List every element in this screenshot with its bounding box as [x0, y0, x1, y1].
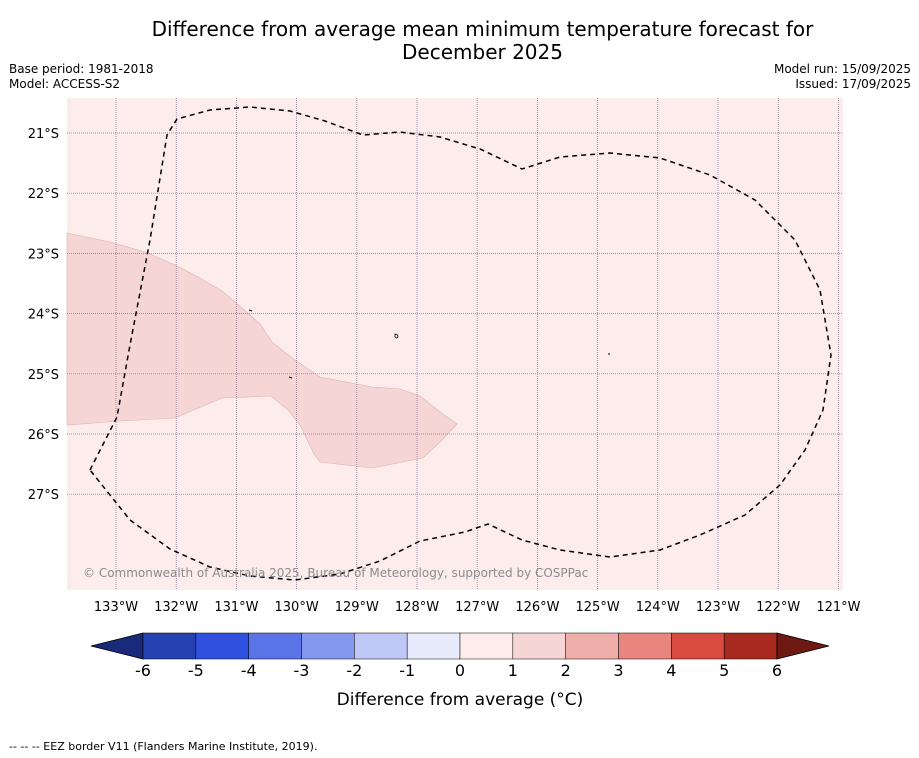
island-mark: [394, 333, 399, 339]
longitude-label: 127°W: [455, 600, 499, 615]
longitude-label: 123°W: [696, 600, 740, 615]
island-mark: [248, 309, 253, 312]
base-period: Base period: 1981-2018: [9, 62, 154, 76]
latitude-label: 27°S: [28, 488, 59, 503]
meta-right: Model run: 15/09/2025 Issued: 17/09/2025: [774, 62, 911, 92]
colorbar: -6 -5 -4 -3 -2 -1 0 1 2 3 4 5 6: [90, 632, 830, 680]
colorbar-tick-label: 1: [508, 661, 518, 680]
title-line-2: December 2025: [402, 40, 563, 64]
latitude-label: 25°S: [28, 368, 59, 383]
latitude-label: 24°S: [28, 308, 59, 323]
colorbar-title: Difference from average (°C): [337, 690, 584, 710]
colorbar-segment: [565, 632, 619, 660]
longitude-gridlines: [115, 98, 839, 590]
map-title: Difference from average mean minimum tem…: [100, 18, 865, 64]
colorbar-tick-label: 6: [772, 661, 782, 680]
colorbar-tick-label: 5: [719, 661, 729, 680]
colorbar-segment: [459, 632, 514, 660]
longitude-label: 129°W: [335, 600, 379, 615]
longitude-label: 124°W: [636, 600, 680, 615]
longitude-label: 132°W: [154, 600, 198, 615]
longitude-labels: 133°W 132°W 131°W 130°W 129°W 128°W 127°W 126°W…: [94, 600, 861, 615]
colorbar-tick-label: -4: [241, 661, 257, 680]
model-run: Model run: 15/09/2025: [773, 62, 911, 76]
colorbar-tick-label: -6: [135, 661, 151, 680]
colorbar-tick-label: 4: [666, 661, 676, 680]
longitude-label: 126°W: [515, 600, 559, 615]
colorbar-segment: [142, 632, 197, 660]
island-mark: [288, 376, 293, 379]
latitude-label: 21°S: [28, 127, 59, 142]
colorbar-segment: [671, 632, 725, 660]
latitude-labels: 21°S 22°S 23°S 24°S 25°S 26°S 27°S: [28, 127, 59, 503]
colorbar-tick-label: -3: [294, 661, 310, 680]
colorbar-segment: [354, 632, 408, 660]
longitude-label: 128°W: [395, 600, 439, 615]
longitude-label: 122°W: [756, 600, 800, 615]
latitude-label: 26°S: [28, 428, 59, 443]
longitude-label: 131°W: [214, 600, 258, 615]
colorbar-tick-label: -1: [399, 661, 415, 680]
eez-legend-note: -- -- -- EEZ border V11 (Flanders Marine…: [9, 740, 318, 753]
colorbar-segment: [618, 632, 672, 660]
longitude-label: 130°W: [275, 600, 319, 615]
longitude-label: 125°W: [576, 600, 620, 615]
anomaly-region-1-2: [66, 232, 458, 469]
colorbar-tick-label: -5: [188, 661, 204, 680]
copyright-text: © Commonwealth of Australia 2025, Bureau…: [83, 566, 588, 580]
colorbar-tick-label: 3: [613, 661, 623, 680]
colorbar-under-arrow: [90, 632, 144, 660]
colorbar-segment: [248, 632, 302, 660]
latitude-gridlines: [67, 132, 843, 495]
colorbar-segment: [406, 632, 461, 660]
longitude-label: 133°W: [94, 600, 138, 615]
colorbar-tick-label: 0: [455, 661, 465, 680]
colorbar-over-arrow: [776, 632, 830, 660]
colorbar-segment: [723, 632, 778, 660]
issued-date: Issued: 17/09/2025: [795, 77, 911, 91]
title-line-1: Difference from average mean minimum tem…: [151, 17, 814, 41]
colorbar-segment: [512, 632, 566, 660]
colorbar-tick-label: -2: [346, 661, 362, 680]
latitude-label: 23°S: [28, 247, 59, 262]
longitude-label: 121°W: [816, 600, 860, 615]
map-figure: © Commonwealth of Australia 2025, Bureau…: [28, 98, 861, 710]
colorbar-segment: [195, 632, 249, 660]
latitude-label: 22°S: [28, 187, 59, 202]
model-name: Model: ACCESS-S2: [9, 77, 121, 91]
meta-left: Base period: 1981-2018 Model: ACCESS-S2: [9, 62, 154, 92]
colorbar-segment: [301, 632, 355, 660]
colorbar-tick-label: 2: [561, 661, 571, 680]
